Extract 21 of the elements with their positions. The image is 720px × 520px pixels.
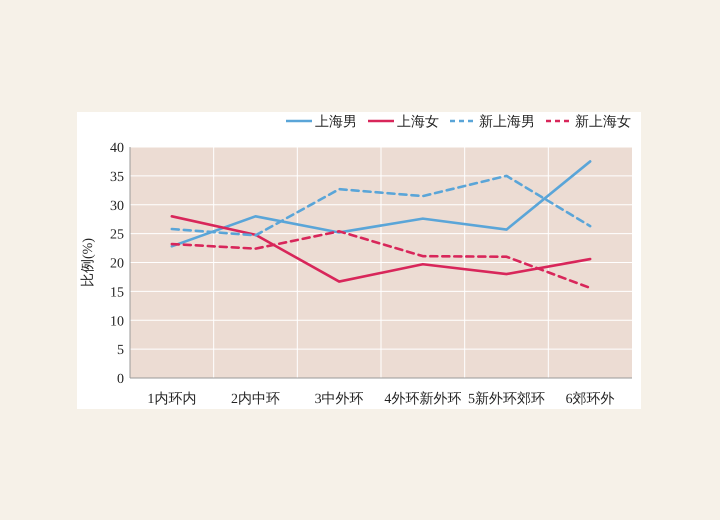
y-tick-label: 10 <box>110 314 124 330</box>
y-tick-label: 0 <box>117 372 124 387</box>
y-tick-label: 40 <box>110 141 124 156</box>
y-tick-label: 20 <box>110 256 124 272</box>
line-series <box>170 160 592 248</box>
y-tick-label: 5 <box>117 343 124 358</box>
legend-label: 上海男 <box>315 114 357 130</box>
x-tick-label: 4外环新外环 <box>384 391 462 407</box>
x-tick-label: 3中外环 <box>314 391 364 407</box>
y-tick-label: 30 <box>110 198 124 214</box>
x-tick-label: 6郊环外 <box>566 391 615 407</box>
x-tick-label: 5新外环郊环 <box>468 391 545 407</box>
y-tick-label: 35 <box>110 170 124 185</box>
x-tick-label: 1内环内 <box>147 391 196 407</box>
y-tick-label: 25 <box>110 228 124 243</box>
legend-label: 新上海女 <box>575 114 631 130</box>
legend-label: 上海女 <box>397 114 439 130</box>
x-tick-label: 2内中环 <box>231 391 280 407</box>
y-tick-label: 15 <box>110 285 124 300</box>
y-axis-title: 比例(%) <box>80 238 96 287</box>
legend-label: 新上海男 <box>479 114 535 130</box>
